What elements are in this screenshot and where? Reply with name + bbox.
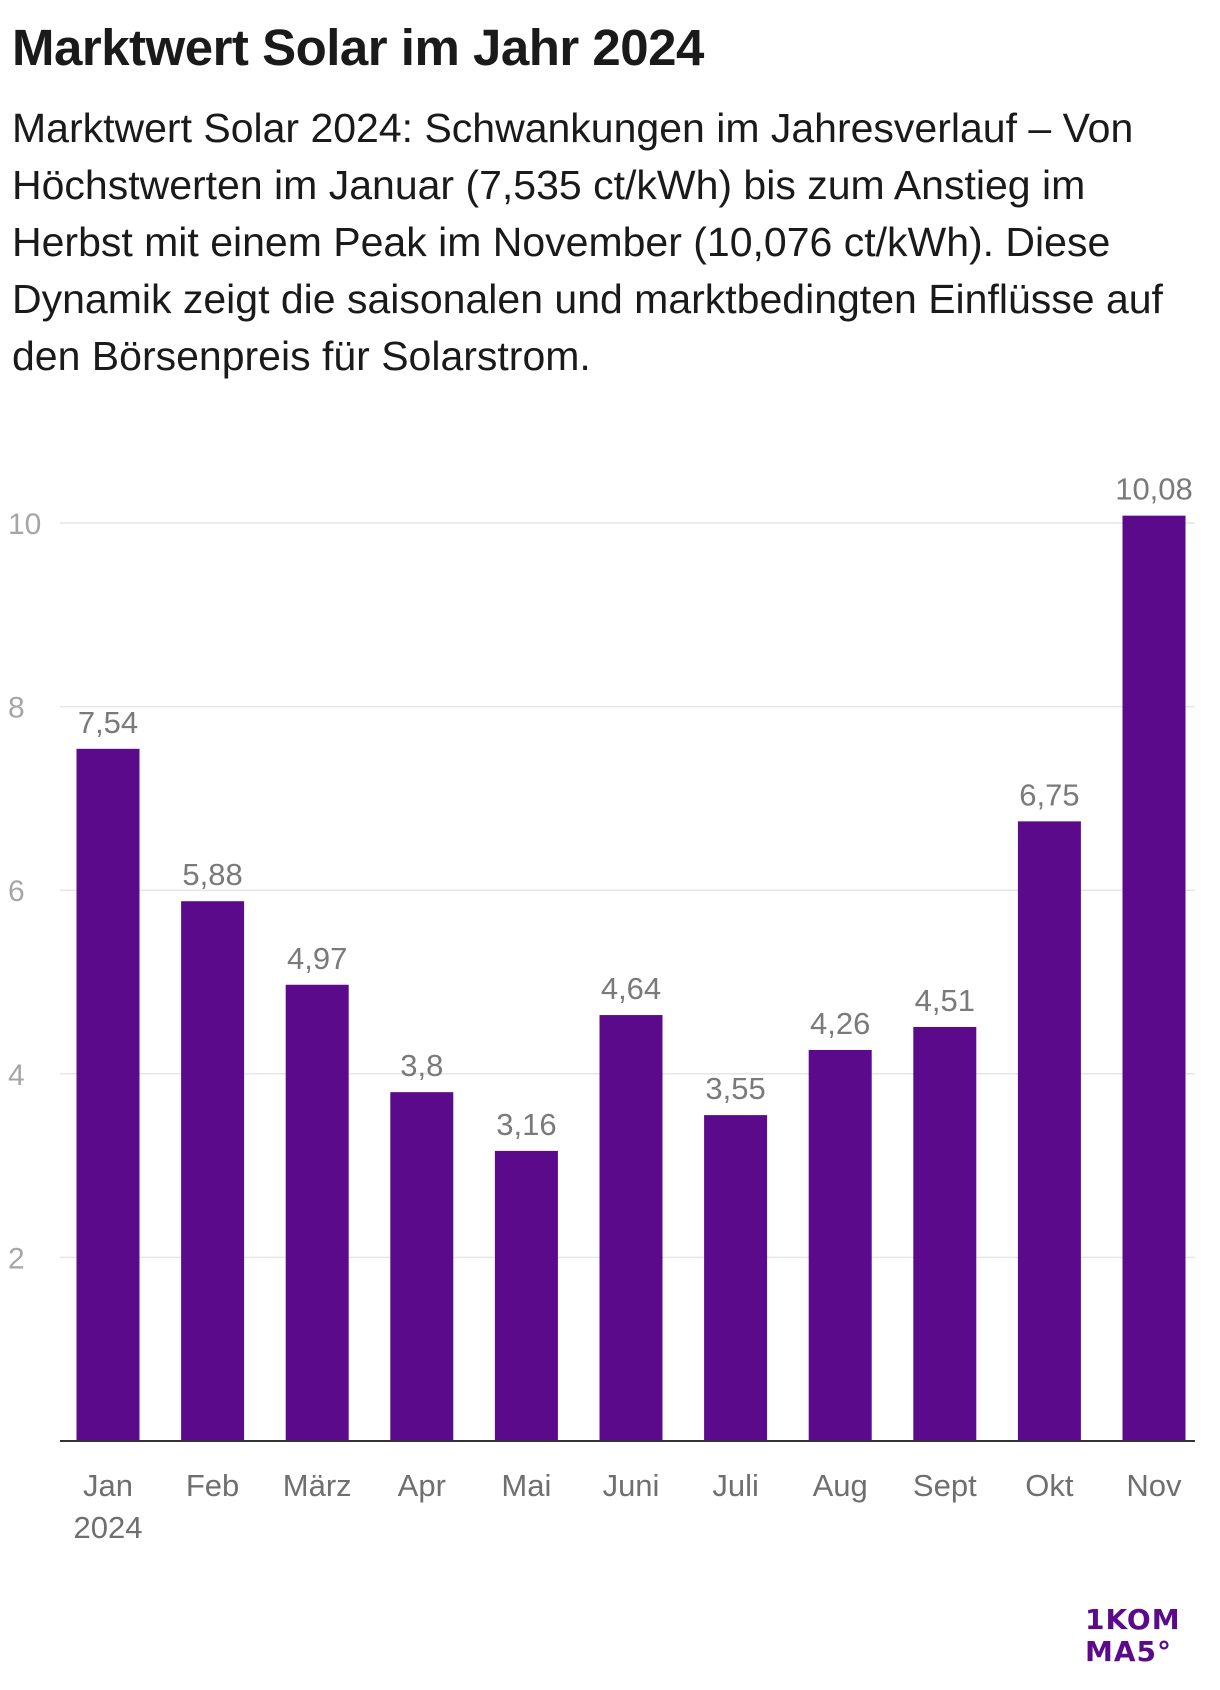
y-tick-label: 2	[8, 1242, 25, 1275]
bars	[76, 515, 1186, 1441]
x-category-label: März	[283, 1468, 352, 1503]
logo-line-2: MA5°	[1085, 1635, 1173, 1668]
x-category-label: Apr	[398, 1468, 446, 1503]
y-tick-label: 8	[8, 692, 25, 725]
y-tick-label: 10	[8, 508, 41, 541]
logo-line-1: 1KOM	[1085, 1603, 1181, 1636]
bar	[76, 748, 140, 1441]
x-category-label: Mai	[501, 1468, 551, 1503]
chart-subtitle: Marktwert Solar 2024: Schwankungen im Ja…	[12, 105, 1163, 379]
bar	[1122, 515, 1186, 1441]
value-label: 3,8	[400, 1048, 443, 1083]
value-labels: 7,54 5,88 4,97 3,8 3,16 4,64 3,55 4,26 4,51 6,75 1…	[78, 472, 1193, 1142]
value-label: 3,55	[705, 1071, 765, 1106]
value-label: 4,51	[915, 983, 975, 1018]
x-category-label: Sept	[913, 1468, 977, 1503]
bar	[913, 1026, 977, 1441]
bar	[181, 901, 245, 1441]
y-tick-label: 6	[8, 875, 25, 908]
value-label: 7,54	[78, 705, 138, 740]
value-label: 4,26	[810, 1006, 870, 1041]
brand-logo: 1KOM MA5°	[1085, 1604, 1195, 1668]
bar	[285, 984, 349, 1441]
x-category-label: Aug	[813, 1468, 868, 1503]
x-category-label: Feb	[186, 1468, 239, 1503]
bar	[599, 1015, 663, 1441]
value-label: 4,64	[601, 971, 661, 1006]
x-category-label: Juli	[712, 1468, 759, 1503]
bar	[390, 1092, 454, 1441]
value-label: 5,88	[182, 857, 242, 892]
bar	[494, 1150, 558, 1441]
x-category-label: Jan	[83, 1468, 133, 1503]
chart-title: Marktwert Solar im Jahr 2024	[12, 19, 704, 76]
bar	[704, 1115, 768, 1441]
x-category-label: Nov	[1126, 1468, 1182, 1503]
y-tick-label: 4	[8, 1059, 25, 1092]
bar	[808, 1049, 872, 1441]
x-axis-category-labels: Jan 2024 Feb März Apr Mai Juni Juli Aug Sept Okt No…	[74, 1468, 1183, 1545]
x-category-label: Okt	[1025, 1468, 1074, 1503]
x-category-sublabel: 2024	[74, 1510, 143, 1545]
value-label: 10,08	[1115, 472, 1193, 507]
value-label: 3,16	[496, 1107, 556, 1142]
bar	[1017, 821, 1081, 1441]
y-axis-tick-labels: 2 4 6 8 10	[8, 508, 41, 1275]
value-label: 6,75	[1019, 777, 1079, 812]
x-category-label: Juni	[603, 1468, 660, 1503]
value-label: 4,97	[287, 941, 347, 976]
